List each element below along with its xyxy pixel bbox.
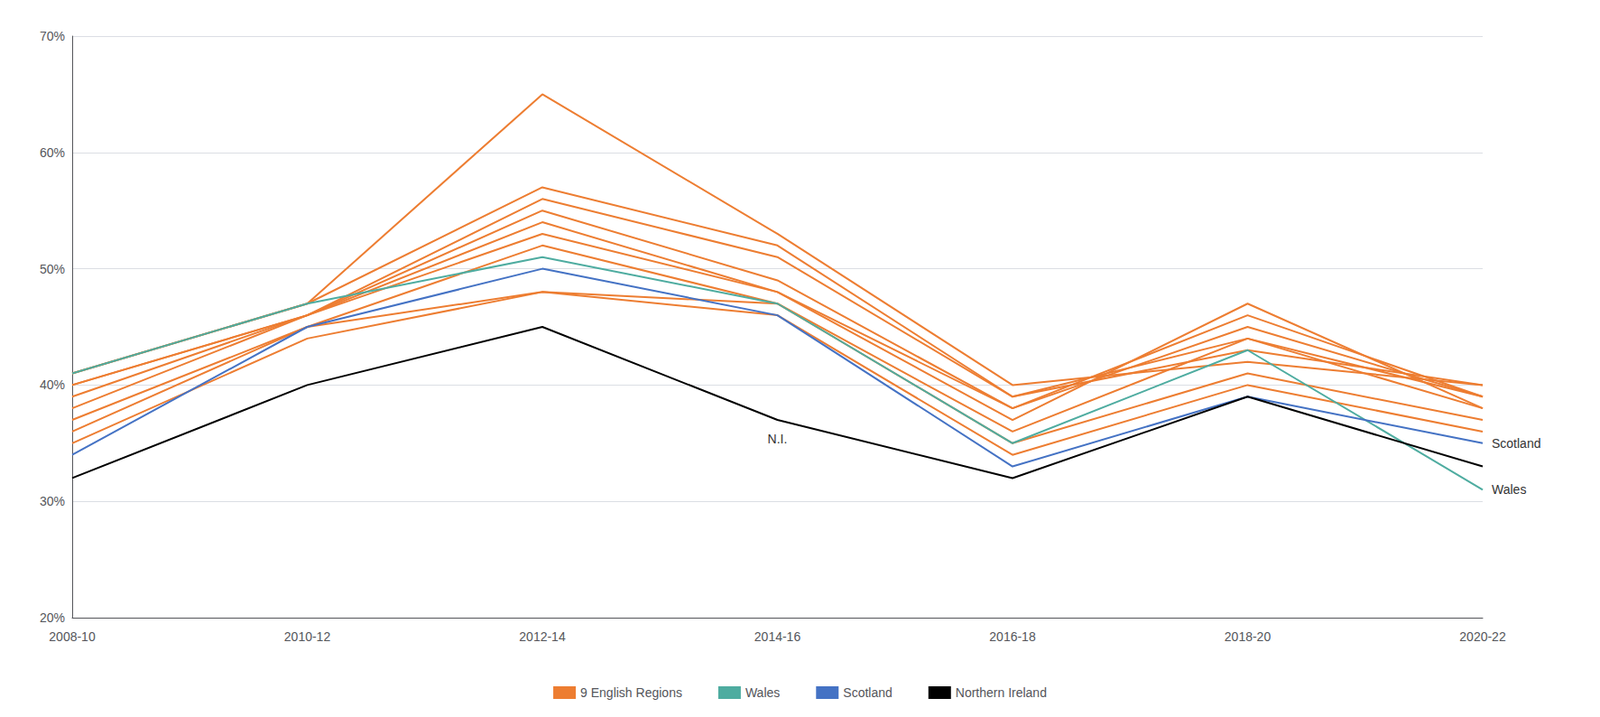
- svg-text:Wales: Wales: [745, 684, 780, 700]
- svg-text:50%: 50%: [39, 261, 65, 277]
- svg-text:N.I.: N.I.: [767, 431, 788, 446]
- svg-text:2014-16: 2014-16: [754, 628, 802, 644]
- svg-text:40%: 40%: [39, 377, 65, 392]
- svg-text:60%: 60%: [39, 145, 65, 160]
- svg-text:2010-12: 2010-12: [284, 628, 332, 644]
- svg-text:Wales: Wales: [1491, 481, 1527, 497]
- svg-text:Scotland: Scotland: [842, 684, 892, 700]
- svg-text:2020-22: 2020-22: [1459, 628, 1507, 644]
- svg-text:Scotland: Scotland: [1491, 435, 1541, 451]
- svg-text:2016-18: 2016-18: [989, 628, 1036, 644]
- svg-text:9 English Regions: 9 English Regions: [580, 684, 683, 700]
- svg-text:30%: 30%: [39, 493, 65, 509]
- svg-text:Northern Ireland: Northern Ireland: [955, 684, 1047, 700]
- svg-text:2018-20: 2018-20: [1224, 628, 1272, 644]
- svg-text:70%: 70%: [39, 28, 65, 44]
- svg-text:2012-14: 2012-14: [518, 628, 566, 644]
- svg-text:2008-10: 2008-10: [48, 628, 96, 644]
- svg-text:20%: 20%: [39, 610, 65, 625]
